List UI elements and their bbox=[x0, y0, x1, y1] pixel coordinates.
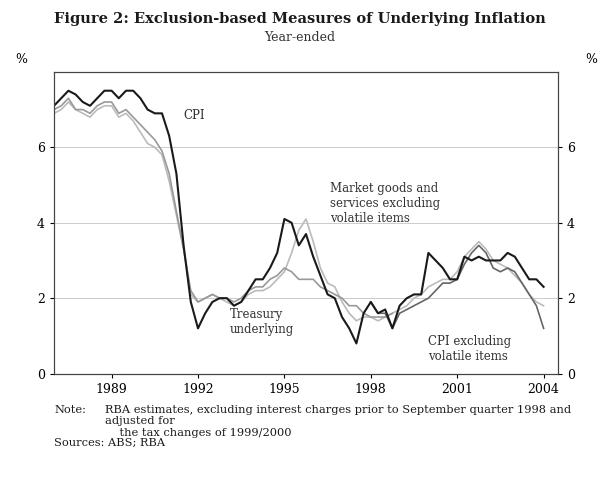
Text: Year-ended: Year-ended bbox=[265, 31, 335, 44]
Text: CPI excluding
volatile items: CPI excluding volatile items bbox=[428, 335, 512, 363]
Text: Note:: Note: bbox=[54, 405, 86, 415]
Text: Treasury
underlying: Treasury underlying bbox=[230, 308, 294, 336]
Text: CPI: CPI bbox=[184, 109, 205, 122]
Text: %: % bbox=[15, 53, 27, 66]
Text: Sources: ABS; RBA: Sources: ABS; RBA bbox=[54, 438, 165, 448]
Text: Figure 2: Exclusion-based Measures of Underlying Inflation: Figure 2: Exclusion-based Measures of Un… bbox=[54, 12, 546, 26]
Text: Market goods and
services excluding
volatile items: Market goods and services excluding vola… bbox=[331, 182, 440, 226]
Text: %: % bbox=[585, 53, 597, 66]
Text: RBA estimates, excluding interest charges prior to September quarter 1998 and ad: RBA estimates, excluding interest charge… bbox=[105, 405, 571, 438]
